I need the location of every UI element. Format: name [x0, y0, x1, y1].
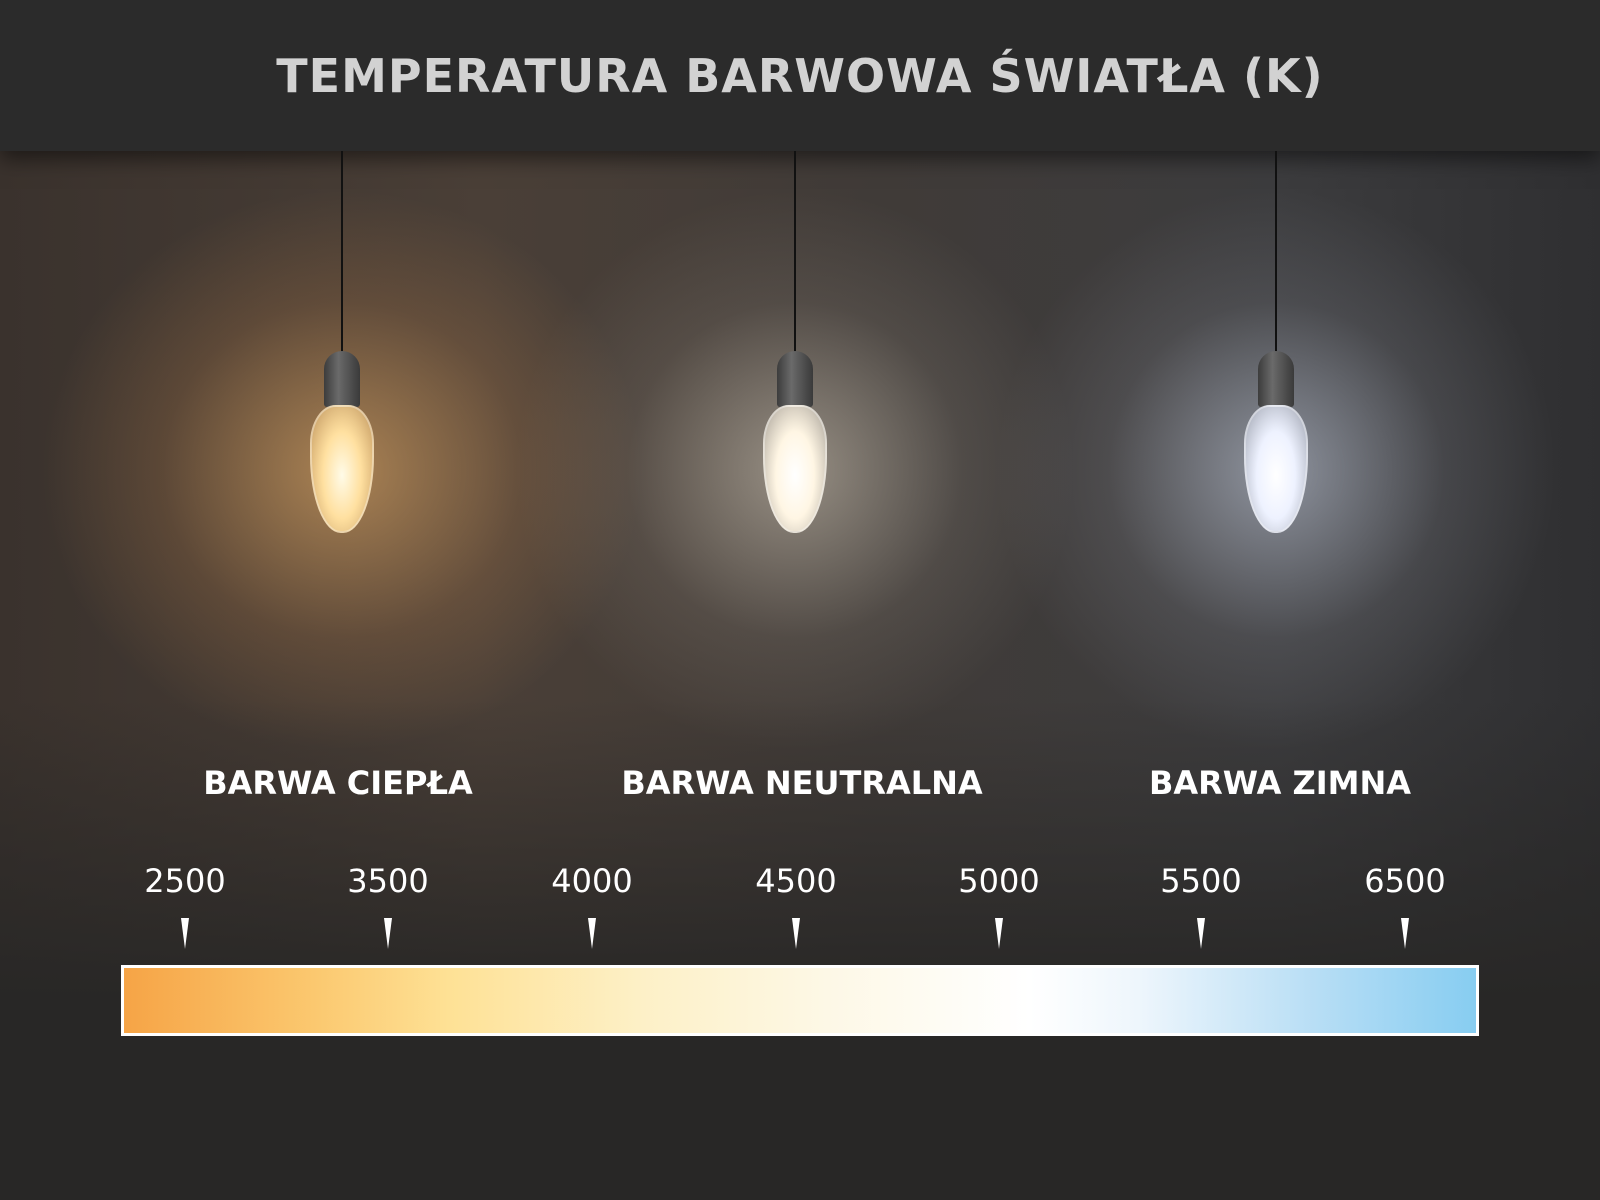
- tick-marker: [1197, 918, 1205, 949]
- tick-marker: [995, 918, 1003, 949]
- tick-label: 5000: [958, 862, 1040, 900]
- cord: [1275, 151, 1277, 353]
- cord: [794, 151, 796, 353]
- tick-label: 3500: [347, 862, 429, 900]
- socket: [324, 351, 360, 407]
- tick-label: 4000: [551, 862, 633, 900]
- tick-marker: [1401, 918, 1409, 949]
- background-fade: [0, 700, 1600, 1200]
- tick-marker: [588, 918, 596, 949]
- tick-marker: [384, 918, 392, 949]
- tick-marker: [181, 918, 189, 949]
- warm-bulb-icon: [302, 151, 382, 551]
- tick-label: 6500: [1364, 862, 1446, 900]
- section-label-cold: BARWA ZIMNA: [1148, 764, 1412, 802]
- socket: [1258, 351, 1294, 407]
- cord: [341, 151, 343, 353]
- tick-label: 2500: [144, 862, 226, 900]
- bulb-glass: [1244, 405, 1308, 533]
- section-label-warm: BARWA CIEPŁA: [203, 764, 473, 802]
- neutral-bulb-icon: [755, 151, 835, 551]
- socket: [777, 351, 813, 407]
- cold-bulb-icon: [1236, 151, 1316, 551]
- bulb-glass: [763, 405, 827, 533]
- color-temperature-gradient-bar: [121, 965, 1479, 1036]
- page-title: TEMPERATURA BARWOWA ŚWIATŁA (K): [276, 48, 1324, 103]
- bulb-glass: [310, 405, 374, 533]
- tick-label: 5500: [1160, 862, 1242, 900]
- tick-label: 4500: [755, 862, 837, 900]
- tick-marker: [792, 918, 800, 949]
- header-bar: TEMPERATURA BARWOWA ŚWIATŁA (K): [0, 0, 1600, 151]
- section-label-neutral: BARWA NEUTRALNA: [621, 764, 983, 802]
